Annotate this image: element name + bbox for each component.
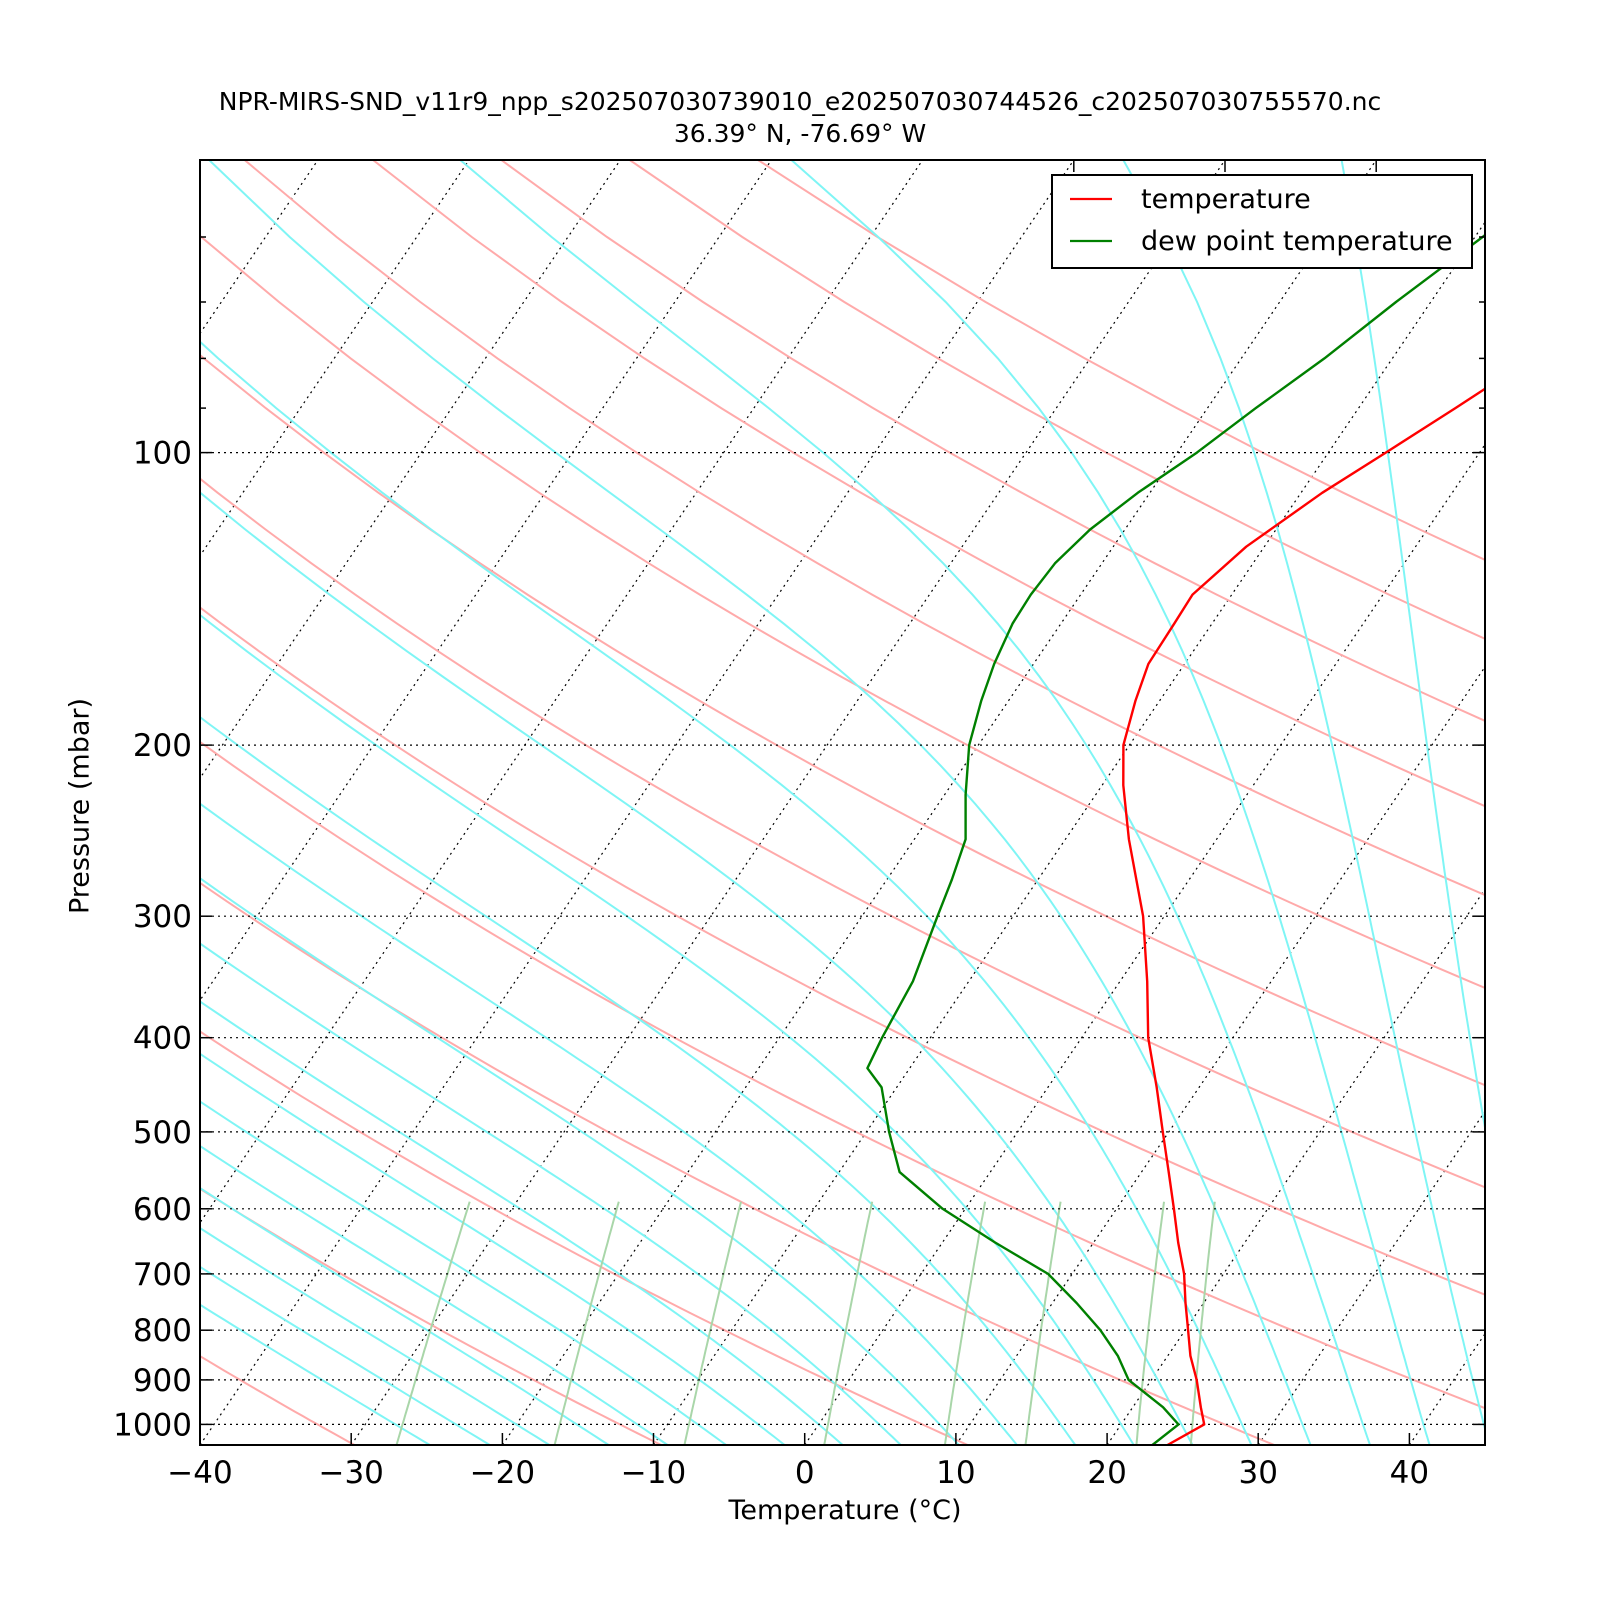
moist-adiabat-line xyxy=(200,1052,786,1445)
isotherm-line xyxy=(1561,160,1600,1445)
background-lines xyxy=(0,160,1600,1445)
legend-label-temperature: temperature xyxy=(1141,184,1311,215)
mixing-ratio-line xyxy=(683,1201,742,1445)
isotherm-line xyxy=(804,443,1485,1445)
dry-adiabat-line xyxy=(200,1030,969,1445)
dry-adiabat-line xyxy=(372,160,1485,808)
plot-frame xyxy=(199,159,1486,1446)
mixing-ratio-line xyxy=(553,1201,620,1445)
moist-adiabat-line xyxy=(200,1186,610,1445)
mixing-ratio-line xyxy=(1024,1201,1062,1445)
dry-adiabat-line xyxy=(200,881,1275,1445)
moist-adiabat-line xyxy=(200,613,1135,1445)
y-tick-label: 700 xyxy=(133,1257,192,1293)
moist-adiabat-line xyxy=(200,1144,669,1445)
y-tick-label: 1000 xyxy=(113,1407,192,1443)
x-axis-label: Temperature (°C) xyxy=(728,1495,962,1526)
dry-adiabat-line xyxy=(243,160,1485,897)
chart-title: NPR-MIRS-SND_v11r9_npp_s202507030739010_… xyxy=(218,87,1382,116)
mixing-ratio-line xyxy=(823,1201,874,1445)
chart-subtitle: 36.39° N, -76.69° W xyxy=(673,119,927,148)
y-tick-label: 800 xyxy=(133,1313,192,1349)
y-tick-label: 500 xyxy=(133,1115,192,1151)
dry-adiabat-line xyxy=(200,1187,662,1445)
x-tick-label: −30 xyxy=(318,1455,383,1491)
moist-adiabat-line xyxy=(200,942,902,1445)
moist-adiabat-line xyxy=(208,160,1312,1445)
x-tick-label: 0 xyxy=(795,1455,815,1491)
data-series xyxy=(866,233,1485,1445)
moist-adiabat-line xyxy=(790,160,1431,1445)
isotherm-line xyxy=(0,160,16,1445)
y-tick-label: 900 xyxy=(133,1363,192,1399)
y-tick-label: 600 xyxy=(133,1192,192,1228)
isotherm-line xyxy=(955,665,1485,1445)
x-tick-label: 30 xyxy=(1238,1455,1277,1491)
mixing-ratio-line xyxy=(1189,1201,1216,1445)
moist-adiabat-line xyxy=(459,160,1371,1445)
legend-label-dewpoint: dew point temperature xyxy=(1141,226,1453,257)
x-tick-label: 10 xyxy=(936,1455,975,1491)
moist-adiabat-line xyxy=(200,1303,431,1445)
dry-adiabat-line xyxy=(200,740,1485,1410)
x-tick-label: 40 xyxy=(1390,1455,1429,1491)
y-tick-label: 200 xyxy=(133,728,192,764)
moist-adiabat-line xyxy=(200,1100,727,1445)
dewpoint-line xyxy=(866,233,1485,1445)
isotherm-line xyxy=(1257,1110,1485,1445)
moist-adiabat-line xyxy=(200,715,1077,1445)
isotherm-line xyxy=(350,160,1226,1445)
y-tick-label: 100 xyxy=(133,436,192,472)
y-axis-label: Pressure (mbar) xyxy=(64,697,96,915)
pressure-gridlines xyxy=(200,452,1485,1426)
isotherm-line xyxy=(200,160,772,1002)
isotherm-line xyxy=(653,221,1485,1445)
dry-adiabat-line xyxy=(200,234,1485,990)
isotherm-line xyxy=(200,160,1075,1445)
moist-adiabat-line xyxy=(200,491,1194,1445)
moist-adiabat-line xyxy=(200,1226,550,1445)
moist-adiabat-line xyxy=(200,1000,844,1445)
dry-adiabat-line xyxy=(200,353,1485,1087)
moist-adiabat-line xyxy=(1122,160,1485,1433)
dry-adiabat-line xyxy=(200,477,1485,1189)
mixing-ratio-line xyxy=(943,1201,987,1445)
x-tick-label: −40 xyxy=(167,1455,232,1491)
legend-box xyxy=(1051,174,1473,269)
legend: temperature dew point temperature xyxy=(1051,174,1473,269)
moist-adiabat-line xyxy=(1340,160,1485,1134)
y-tick-label: 300 xyxy=(133,899,192,935)
isotherm-line xyxy=(200,160,319,335)
isotherm-line xyxy=(501,160,1377,1445)
dry-adiabat-line xyxy=(200,606,1485,1296)
y-tick-label: 400 xyxy=(133,1021,192,1057)
x-tick-label: 20 xyxy=(1087,1455,1126,1491)
moist-adiabat-line xyxy=(200,877,960,1445)
moist-adiabat-line xyxy=(200,1265,491,1445)
moist-adiabat-line xyxy=(200,340,1253,1445)
mixing-ratio-line xyxy=(395,1201,471,1445)
x-tick-label: −10 xyxy=(621,1455,686,1491)
isotherm-line xyxy=(1106,888,1485,1445)
mixing-ratio-line xyxy=(1135,1201,1165,1445)
x-tick-label: −20 xyxy=(470,1455,535,1491)
dry-adiabat-line xyxy=(629,160,1485,640)
isotherm-line xyxy=(1408,1332,1485,1445)
dry-adiabat-line xyxy=(200,1354,355,1445)
temperature-line xyxy=(1122,387,1485,1445)
